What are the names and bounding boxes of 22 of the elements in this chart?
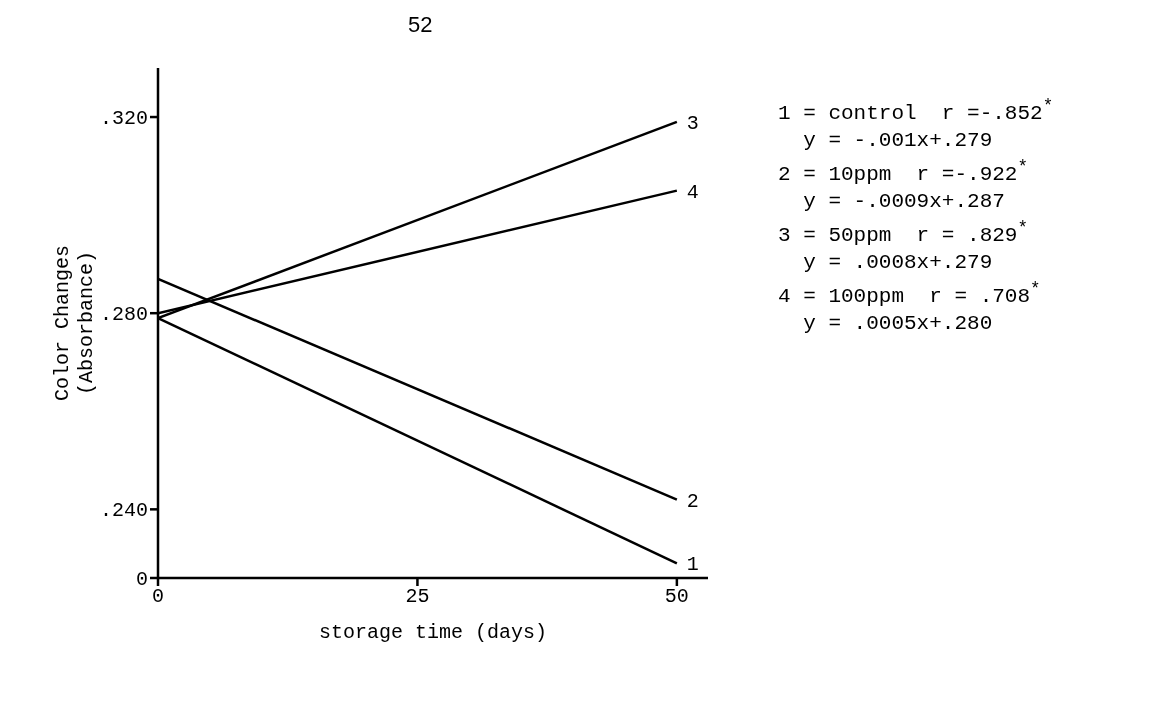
text: y = .0008x+.279 xyxy=(802,251,993,274)
y-tick-label: 0 xyxy=(135,568,148,592)
text: y = -.0009x+.287 xyxy=(802,190,1005,213)
y-tick-label: .240 xyxy=(99,499,148,523)
text: 4 = 100ppm r = .708$^{*}$ xyxy=(778,279,1041,308)
x-tick-label: 25 xyxy=(405,585,430,609)
x-tick-label: 50 xyxy=(664,585,689,609)
y-tick-label: .320 xyxy=(99,107,148,131)
y-axis-title: Color Changes (Absorbance) xyxy=(51,244,98,402)
y-tick-label: .280 xyxy=(99,303,148,327)
series-label: 1 xyxy=(686,553,699,577)
series-label: 4 xyxy=(686,180,699,204)
chart-title: 52 xyxy=(408,12,433,38)
x-axis-title: storage time (days) xyxy=(318,621,548,644)
text: 1 = control r =-.852$^{*}$ xyxy=(778,96,1054,125)
x-tick-label: 0 xyxy=(151,585,165,609)
series-label: 2 xyxy=(686,489,699,513)
text: 3 = 50ppm r = .829$^{*}$ xyxy=(778,218,1028,247)
text: y = -.001x+.279 xyxy=(802,129,993,152)
text: 2 = 10ppm r =-.922$^{*}$ xyxy=(778,157,1028,186)
series-label: 3 xyxy=(686,111,699,135)
text: y = .0005x+.280 xyxy=(802,312,993,335)
